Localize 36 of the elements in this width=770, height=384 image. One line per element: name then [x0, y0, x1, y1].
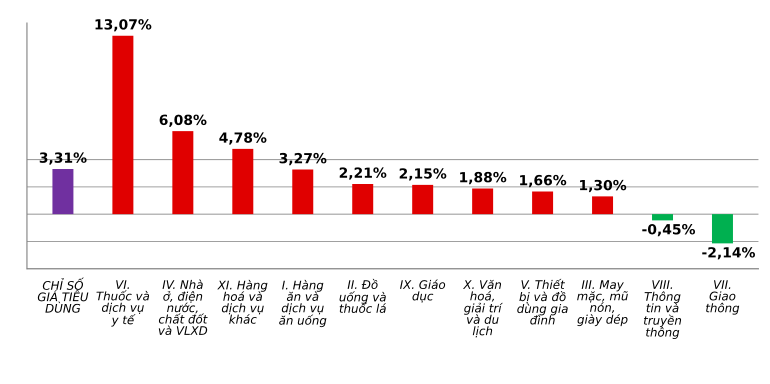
x-tick-label: VI. Thuốc và dịch vụ y tế	[96, 280, 150, 327]
data-label: 2,21%	[340, 167, 386, 180]
bar	[712, 214, 733, 244]
data-label: 1,88%	[460, 172, 506, 184]
data-label: 1,66%	[520, 174, 566, 188]
x-tick-label: V. Thiết bị và đồ dùng gia đình	[517, 278, 568, 325]
data-label: 3,27%	[280, 152, 326, 166]
bar	[412, 184, 434, 214]
data-label: 4,78%	[219, 132, 266, 145]
bar	[652, 214, 674, 220]
bar	[172, 131, 194, 214]
x-tick-label: III. May mặc, mũ nón, giày dép	[577, 280, 628, 326]
data-label: -2,14%	[702, 247, 756, 260]
x-tick-label: IX. Giáo dục	[400, 279, 446, 302]
data-label: 3,31%	[40, 152, 87, 165]
x-tick-label: X. Văn hoá, giải trí và du lịch	[462, 280, 503, 338]
bar	[592, 196, 614, 214]
x-tick-label: XI. Hàng hoá và dịch vụ khác	[217, 280, 268, 324]
bar	[352, 184, 374, 214]
data-label: 13,07%	[96, 19, 152, 32]
bar	[52, 168, 74, 214]
x-tick-label: II. Đồ uống và thuốc lá	[340, 278, 386, 313]
bar	[472, 188, 494, 214]
x-tick-label: IV. Nhà ở, điện nước, chất đốt và VLXD	[158, 279, 208, 336]
data-label: -0,45%	[642, 224, 696, 236]
x-tick-label: VII. Giao thông	[706, 280, 740, 315]
data-label: 6,08%	[160, 114, 206, 127]
bar	[292, 170, 314, 214]
data-label: 2,15%	[400, 168, 446, 181]
x-tick-label: I. Hàng ăn và dịch vụ ăn uống	[279, 280, 326, 328]
x-tick-label: VIII. Thông tin và truyền thông	[644, 280, 682, 339]
bar	[112, 36, 134, 214]
bar	[532, 192, 554, 214]
data-label: 1,30%	[580, 180, 626, 192]
x-tick-label: CHỈ SỐ GIÁ TIÊU DÙNG	[38, 278, 88, 313]
bar	[232, 148, 254, 214]
